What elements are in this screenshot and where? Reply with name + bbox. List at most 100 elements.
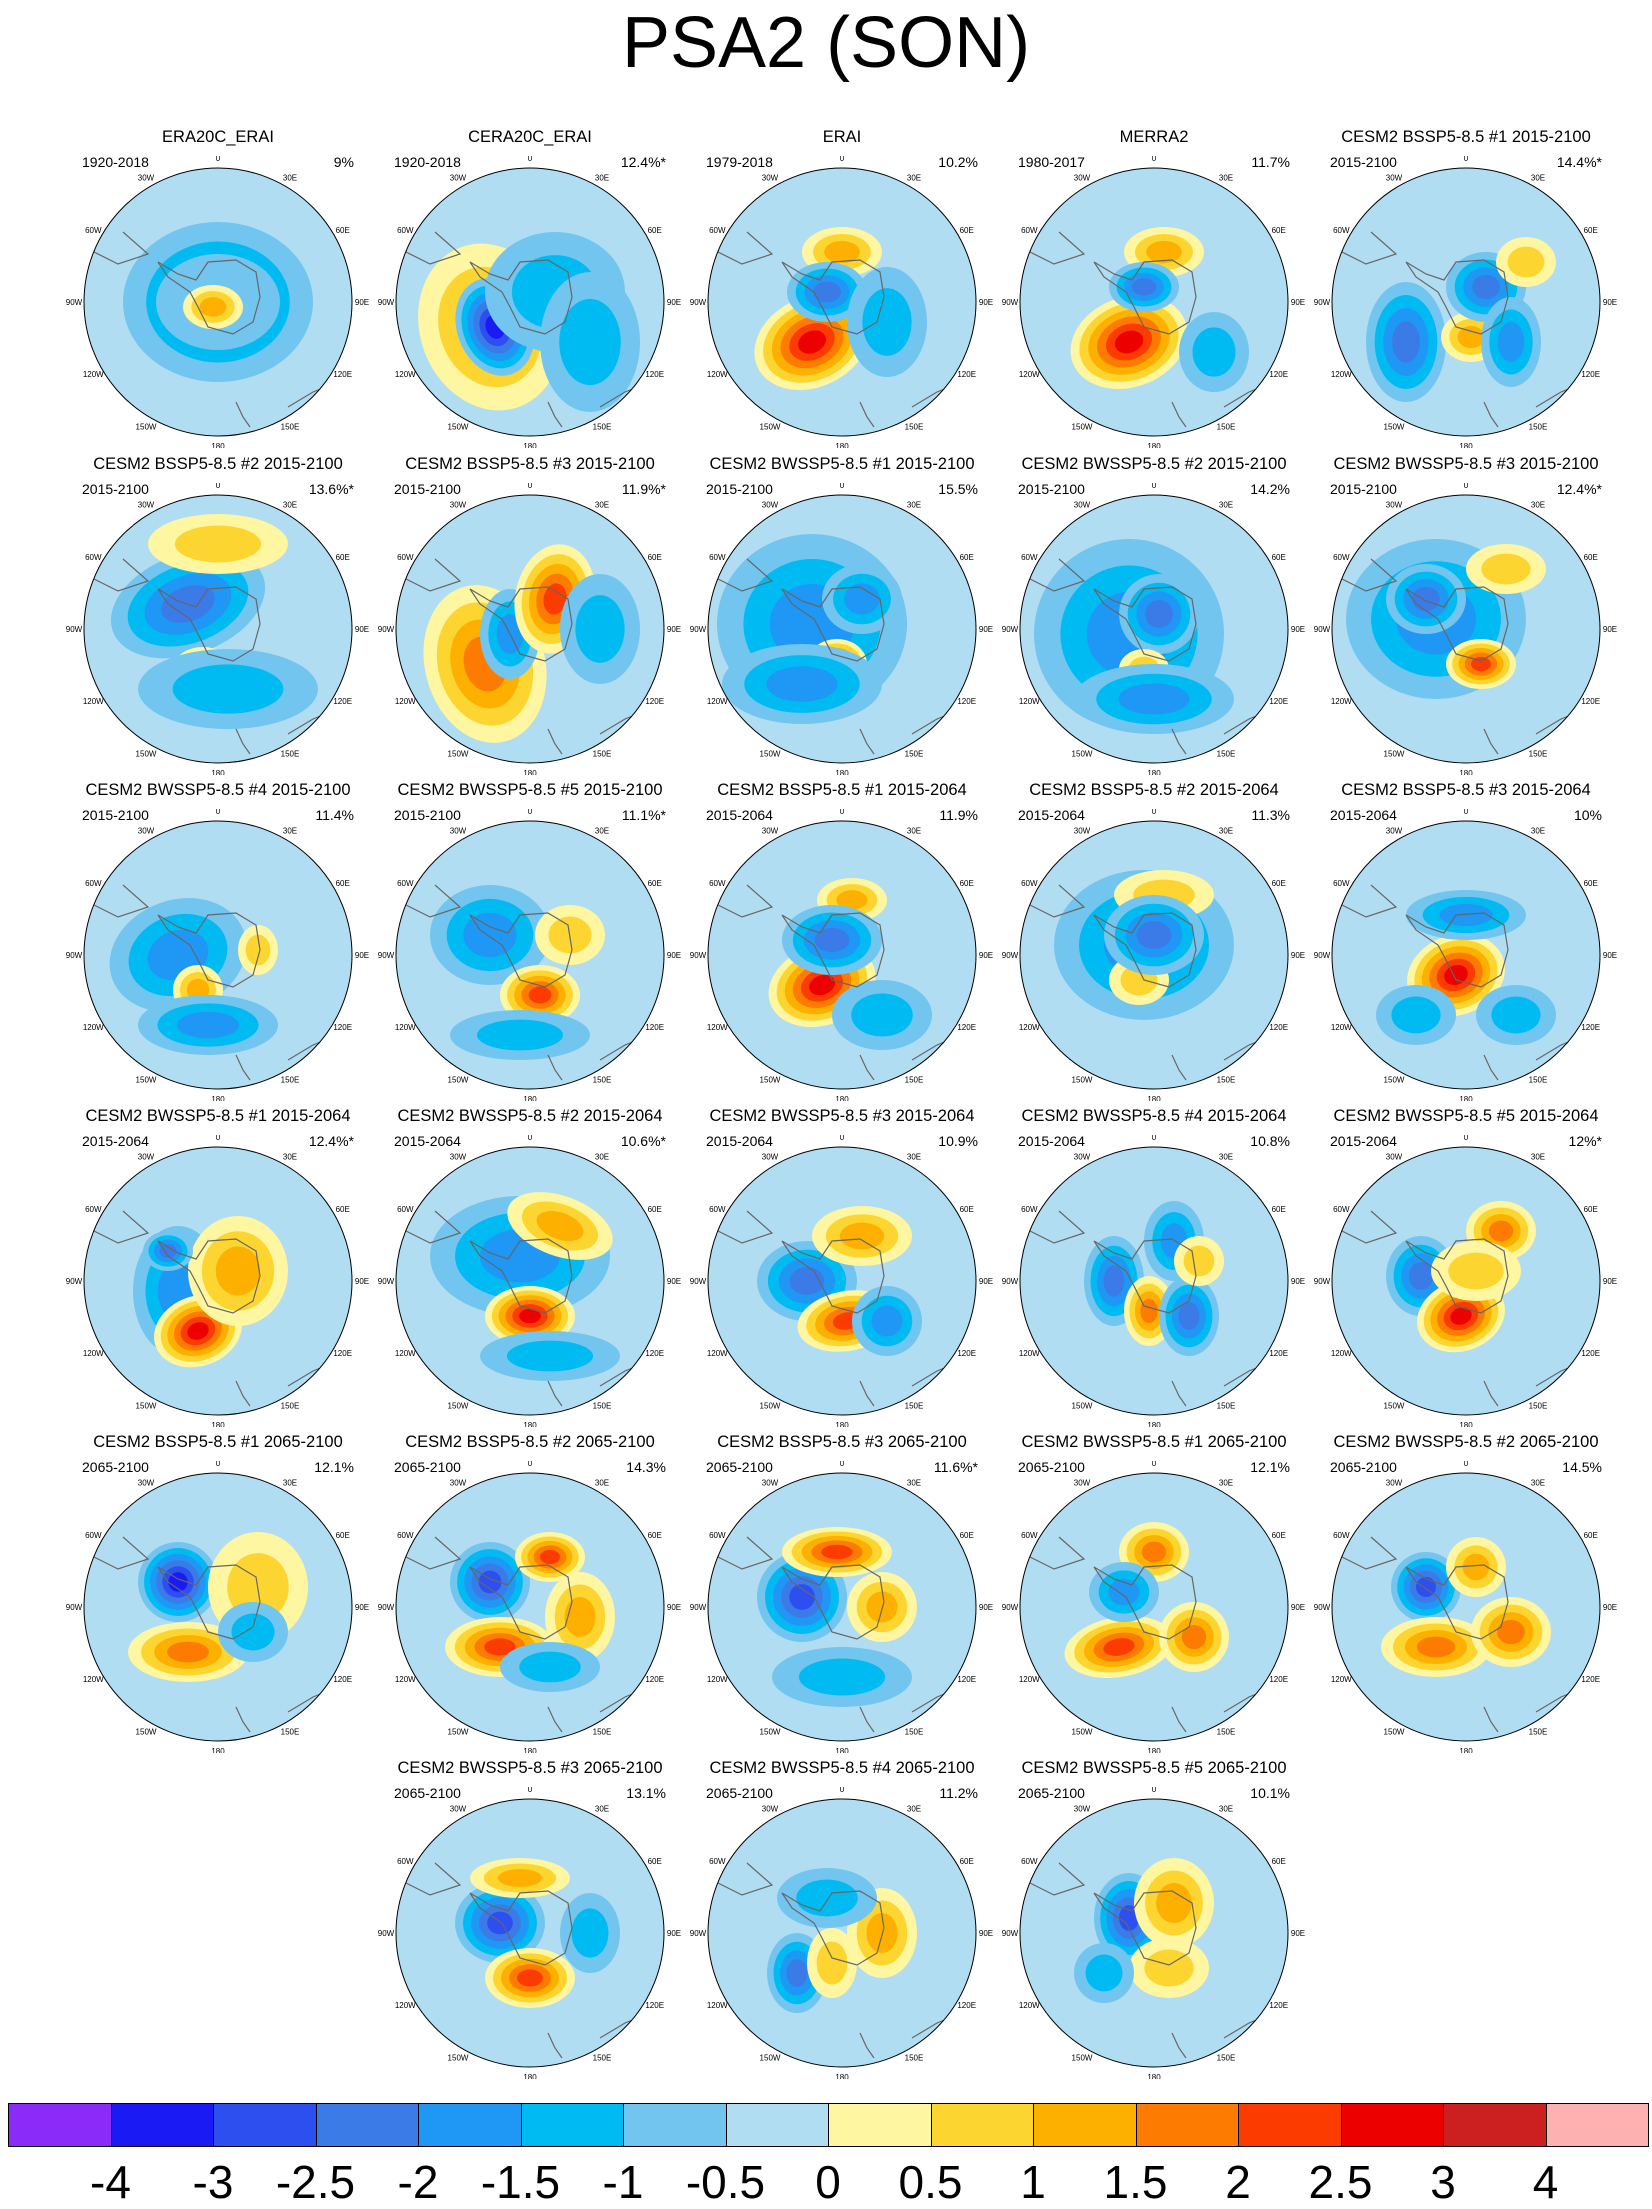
longitude-label: 150W — [136, 1076, 157, 1085]
south-america-coastline — [708, 1210, 774, 1244]
longitude-label: 60W — [709, 226, 726, 235]
longitude-label: 0 — [1152, 1461, 1157, 1468]
negative-anomaly-contour — [1497, 322, 1525, 362]
longitude-label: 180 — [1459, 1095, 1473, 1101]
longitude-label: 30W — [762, 500, 779, 509]
longitude-label: 90E — [1603, 1603, 1617, 1612]
antarctica-coastline — [1405, 259, 1509, 335]
panel-title: CESM2 BWSSP5-8.5 #4 2015-2100 — [85, 781, 351, 799]
polar-map: 0 30E 60E 90E 120E 150E 180 150W 120W 90W 60W 30W — [1002, 1787, 1305, 2079]
longitude-label: 30W — [762, 173, 779, 182]
longitude-label: 60E — [336, 226, 350, 235]
negative-anomaly-contour — [1136, 921, 1172, 949]
longitude-label: 60E — [1272, 1205, 1286, 1214]
longitude-label: 60W — [85, 1531, 102, 1540]
longitude-label: 150E — [905, 2054, 924, 2063]
map-border — [1019, 167, 1289, 437]
longitude-label: 120W — [1019, 1675, 1040, 1684]
panel-title: CESM2 BWSSP5-8.5 #2 2015-2100 — [1021, 455, 1287, 473]
map-panel: 0 30E 60E 90E 120E 150E 180 150W 120W 90W 60W 30W ER… — [686, 128, 998, 453]
longitude-label: 90W — [66, 951, 83, 960]
new-zealand-coastline — [1171, 401, 1187, 428]
map-panel: 0 30E 60E 90E 120E 150E 180 150W 120W 90W 60W 30W ME… — [998, 128, 1310, 453]
map-panel: 0 30E 60E 90E 120E 150E 180 150W 120W 90W 60W 30W CE… — [998, 1759, 1310, 2084]
longitude-label: 0 — [840, 809, 845, 816]
longitude-label: 120E — [645, 1349, 664, 1358]
longitude-label: 150E — [281, 1728, 300, 1737]
positive-anomaly-contour — [497, 1869, 543, 1887]
longitude-label: 60E — [1584, 226, 1598, 235]
longitude-label: 90W — [378, 951, 395, 960]
longitude-label: 90W — [1314, 298, 1331, 307]
longitude-label: 180 — [1459, 769, 1473, 775]
new-zealand-coastline — [547, 2032, 563, 2059]
map-border — [1331, 494, 1601, 764]
longitude-label: 60W — [85, 1205, 102, 1214]
polar-map: 0 30E 60E 90E 120E 150E 180 150W 120W 90W 60W 30W — [1314, 1461, 1617, 1753]
longitude-label: 90W — [378, 1603, 395, 1612]
longitude-label: 0 — [1152, 1787, 1157, 1794]
negative-anomaly-contour — [176, 1011, 240, 1039]
longitude-label: 60E — [336, 879, 350, 888]
colorbar-segment — [623, 2103, 727, 2147]
longitude-label: 150E — [1217, 750, 1236, 759]
longitude-label: 60W — [1021, 1857, 1038, 1866]
panel-title: CESM2 BWSSP5-8.5 #5 2065-2100 — [1021, 1759, 1287, 1777]
positive-anomaly-contour — [1471, 656, 1491, 672]
longitude-label: 90W — [1314, 1603, 1331, 1612]
panel-variance: 11.7% — [1251, 154, 1290, 170]
colorbar-label: 3 — [1430, 2156, 1456, 2208]
positive-anomaly-contour — [1141, 1541, 1167, 1563]
longitude-label: 60W — [709, 553, 726, 562]
longitude-label: 60W — [1333, 1531, 1350, 1540]
new-zealand-coastline — [859, 401, 875, 428]
positive-anomaly-contour — [824, 240, 860, 264]
positive-anomaly-contour — [839, 1222, 885, 1250]
longitude-label: 30E — [283, 500, 297, 509]
longitude-label: 120W — [395, 1023, 416, 1032]
longitude-label: 120W — [395, 370, 416, 379]
antarctica-coastline — [1093, 1238, 1197, 1314]
longitude-label: 60W — [1333, 879, 1350, 888]
longitude-label: 90E — [667, 625, 681, 634]
negative-anomaly-contour — [476, 1019, 564, 1051]
longitude-label: 180 — [1459, 1421, 1473, 1427]
south-america-coastline — [1020, 558, 1086, 592]
longitude-label: 180 — [1459, 1747, 1473, 1753]
longitude-label: 60E — [648, 1857, 662, 1866]
longitude-label: 90W — [1314, 1277, 1331, 1286]
south-america-coastline — [708, 558, 774, 592]
panel-variance: 10.1% — [1250, 1785, 1290, 1801]
positive-anomaly-contour — [1140, 1298, 1158, 1324]
longitude-label: 30E — [1219, 1478, 1233, 1487]
longitude-label: 150E — [1217, 1728, 1236, 1737]
positive-anomaly-contour — [821, 1544, 853, 1560]
panel-variance: 14.2% — [1250, 481, 1290, 497]
longitude-label: 0 — [840, 483, 845, 490]
longitude-label: 90W — [66, 625, 83, 634]
positive-anomaly-contour — [215, 1246, 261, 1296]
panel-title: CESM2 BWSSP5-8.5 #3 2015-2100 — [1333, 455, 1599, 473]
longitude-label: 60E — [1272, 226, 1286, 235]
longitude-label: 90E — [667, 1277, 681, 1286]
antarctica-coastline — [781, 1238, 885, 1314]
panel-title: CERA20C_ERAI — [468, 128, 592, 146]
longitude-label: 60E — [960, 879, 974, 888]
longitude-label: 60E — [648, 1205, 662, 1214]
longitude-label: 90E — [1291, 1277, 1305, 1286]
longitude-label: 60W — [397, 1205, 414, 1214]
longitude-label: 150E — [905, 750, 924, 759]
longitude-label: 150E — [593, 750, 612, 759]
longitude-label: 150E — [281, 1402, 300, 1411]
map-border — [1019, 1798, 1289, 2068]
positive-anomaly-contour — [1181, 1624, 1207, 1650]
longitude-label: 60E — [336, 553, 350, 562]
polar-map: 0 30E 60E 90E 120E 150E 180 150W 120W 90W 60W 30W — [66, 483, 369, 775]
longitude-label: 150W — [1072, 750, 1093, 759]
positive-anomaly-contour — [199, 297, 227, 317]
panel-title: CESM2 BWSSP5-8.5 #4 2065-2100 — [709, 1759, 975, 1777]
south-america-coastline — [1332, 558, 1398, 592]
positive-anomaly-contour — [187, 1322, 209, 1340]
longitude-label: 30E — [1531, 173, 1545, 182]
longitude-label: 30E — [907, 826, 921, 835]
